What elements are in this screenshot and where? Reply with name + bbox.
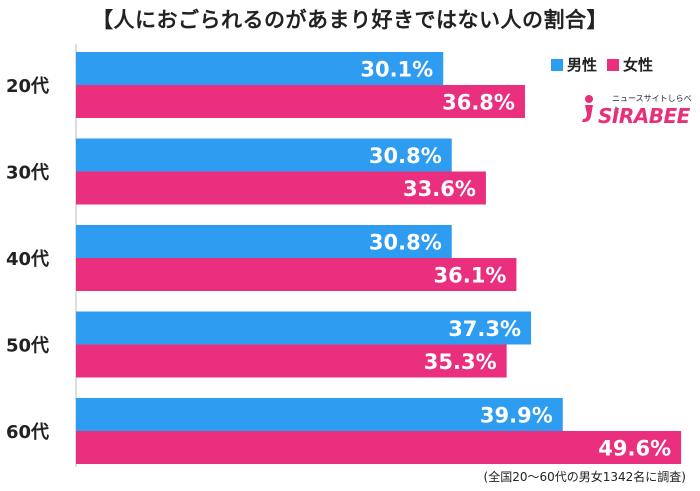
bar-value-label: 37.3% bbox=[448, 317, 521, 341]
bar-value-label: 36.1% bbox=[434, 264, 507, 288]
bar-value-label: 35.3% bbox=[424, 350, 497, 374]
bar-female bbox=[76, 85, 525, 118]
legend-swatch-female bbox=[607, 58, 620, 71]
bar-value-label: 33.6% bbox=[403, 177, 476, 201]
bar-male bbox=[76, 311, 532, 345]
bar-value-label: 30.8% bbox=[369, 144, 442, 168]
bar-value-label: 39.9% bbox=[480, 404, 553, 428]
legend-label-female: 女性 bbox=[623, 56, 654, 74]
logo-brand: SIRABEE bbox=[598, 104, 690, 128]
bar-value-label: 30.8% bbox=[369, 231, 442, 255]
bar-female bbox=[76, 171, 486, 205]
logo-tagline: ニュースサイトしらべぇ bbox=[612, 94, 692, 114]
category-label: 40代 bbox=[6, 249, 49, 270]
category-label: 30代 bbox=[6, 163, 49, 184]
sirabee-logo-icon bbox=[582, 95, 593, 122]
bar-male bbox=[76, 225, 452, 258]
bar-value-label: 30.1% bbox=[360, 58, 433, 82]
legend-item-female: 女性 bbox=[607, 54, 653, 75]
bar-male bbox=[76, 52, 444, 85]
bar-male bbox=[76, 138, 452, 172]
bar-female bbox=[76, 258, 517, 291]
chart-title: 【人におごられるのがあまり好きではない人の割合】 bbox=[92, 8, 608, 32]
bar-male bbox=[76, 398, 563, 431]
bar-value-label: 49.6% bbox=[598, 437, 671, 461]
bar-value-label: 36.8% bbox=[442, 91, 515, 115]
category-label: 50代 bbox=[6, 336, 49, 357]
category-label: 60代 bbox=[6, 422, 49, 443]
legend-swatch-male bbox=[551, 58, 563, 71]
bar-female bbox=[76, 344, 507, 378]
survey-note: (全国20〜60代の男女1342名に調査) bbox=[483, 470, 686, 484]
sirabee-logo: ニュースサイトしらべぇ SIRABEE bbox=[578, 92, 694, 128]
legend-item-male: 男性 bbox=[551, 54, 597, 75]
category-label: 20代 bbox=[6, 76, 49, 97]
legend-label-male: 男性 bbox=[567, 56, 598, 74]
legend: 男性 女性 bbox=[551, 54, 653, 75]
bar-female bbox=[76, 431, 682, 464]
